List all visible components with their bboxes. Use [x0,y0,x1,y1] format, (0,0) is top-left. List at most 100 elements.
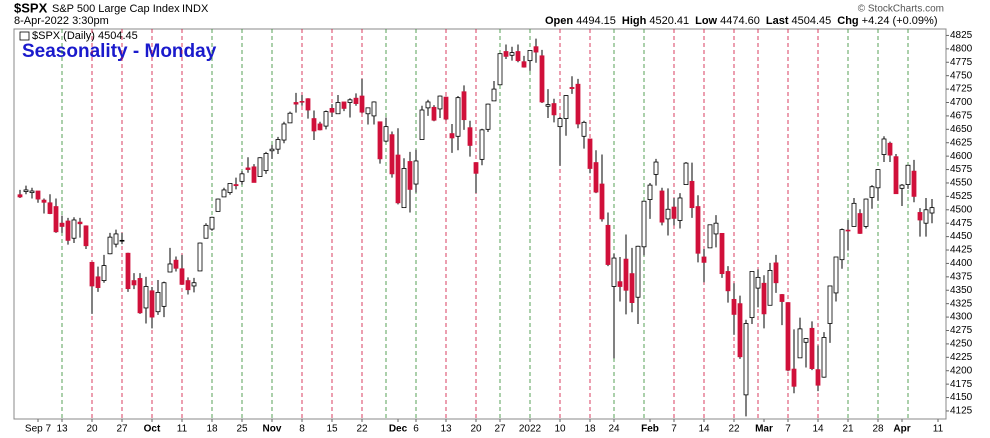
candle-body [419,109,425,140]
candle-body [245,167,251,170]
candle-body [365,107,371,115]
candle-body [911,170,917,197]
candle-body [503,51,509,57]
candle-body [233,184,239,187]
candle-body [395,154,401,204]
candle-body [221,189,227,198]
candle-body [587,138,593,169]
candle-body [581,121,587,137]
candle-body [743,323,749,396]
candle-body [377,121,383,160]
x-tick-label: Oct [144,424,161,435]
chart-title: Seasonality - Monday [22,41,217,62]
candle-body [191,282,197,287]
y-tick-label: 4375 [950,271,973,282]
candle-body [317,123,323,131]
x-tick-label: 24 [608,424,620,435]
x-tick-label: 18 [206,424,218,435]
candle-body [443,96,449,120]
candle-body [539,55,545,103]
candle-body [665,208,671,220]
x-tick-label: 15 [326,424,338,435]
quote-bar: Open 4494.15 High 4520.41 Low 4474.60 Last 4504… [545,15,938,27]
candle-body [347,99,353,103]
candle-body [413,160,419,185]
candle-body [407,161,413,190]
candle-body [875,169,881,189]
quote-value: 4504.45 [792,15,832,27]
candle-body [623,258,629,291]
candle-body [257,157,263,177]
candle-body [551,103,557,116]
candle-body [647,184,653,200]
x-tick-label: 7 [671,424,677,435]
candle-body [815,369,821,386]
x-tick-label: 18 [584,424,596,435]
quote-value: 4474.60 [720,15,760,27]
candle-body [527,50,533,62]
candle-body [35,190,41,200]
y-tick-label: 4125 [950,406,973,417]
candle-body [209,216,215,230]
candle-body [335,102,341,115]
candle-body [83,225,89,247]
candle-body [449,133,455,139]
x-tick-label: 13 [440,424,452,435]
quote-label: Low [695,15,717,27]
quote-label: Open [545,15,573,27]
candle-body [851,202,857,227]
candle-body [113,233,119,245]
candle-body [197,242,203,272]
candle-body [833,256,839,294]
candle-body [299,101,305,103]
candle-body [683,162,689,185]
candle-body [29,190,35,194]
candle-body [263,153,269,172]
y-tick-label: 4225 [950,352,973,363]
candle-body [845,229,851,232]
x-tick-label: 21 [842,424,854,435]
candle-body [455,97,461,137]
candle-body [149,290,155,318]
y-tick-label: 4775 [950,57,973,68]
y-tick-label: 4725 [950,84,973,95]
candle-body [557,118,563,128]
x-tick-label: Sep 7 [25,424,52,435]
candle-body [563,95,569,119]
candle-body [137,278,143,314]
candle-body [881,138,887,155]
exchange: INDX [182,3,209,15]
candle-body [773,262,779,284]
x-tick-label: Apr [893,424,910,435]
candle-body [725,271,731,292]
candle-body [281,123,287,141]
candle-body [719,232,725,275]
candle-body [923,209,929,224]
quote-value: +4.24 (+0.09%) [862,15,938,27]
y-tick-label: 4800 [950,43,973,54]
candle-body [371,101,377,117]
candle-body [293,102,299,105]
candle-body [653,161,659,175]
candle-body [509,52,515,56]
y-tick-label: 4400 [950,258,973,269]
candle-body [887,142,893,156]
candle-body [155,291,161,313]
candle-body [899,184,905,189]
candle-body [797,328,803,359]
candle-body [101,265,107,281]
candle-body [47,202,53,214]
x-tick-label: Feb [641,424,659,435]
candle-body [53,206,59,233]
candle-body [23,189,29,192]
x-tick-label: 6 [413,424,419,435]
candle-body [761,282,767,315]
candle-body [689,180,695,209]
x-tick-label: 14 [698,424,710,435]
candle-body [515,51,521,62]
candle-body [707,224,713,249]
candle-body [593,162,599,193]
x-tick-label: 20 [86,424,98,435]
plot-frame [13,28,947,420]
